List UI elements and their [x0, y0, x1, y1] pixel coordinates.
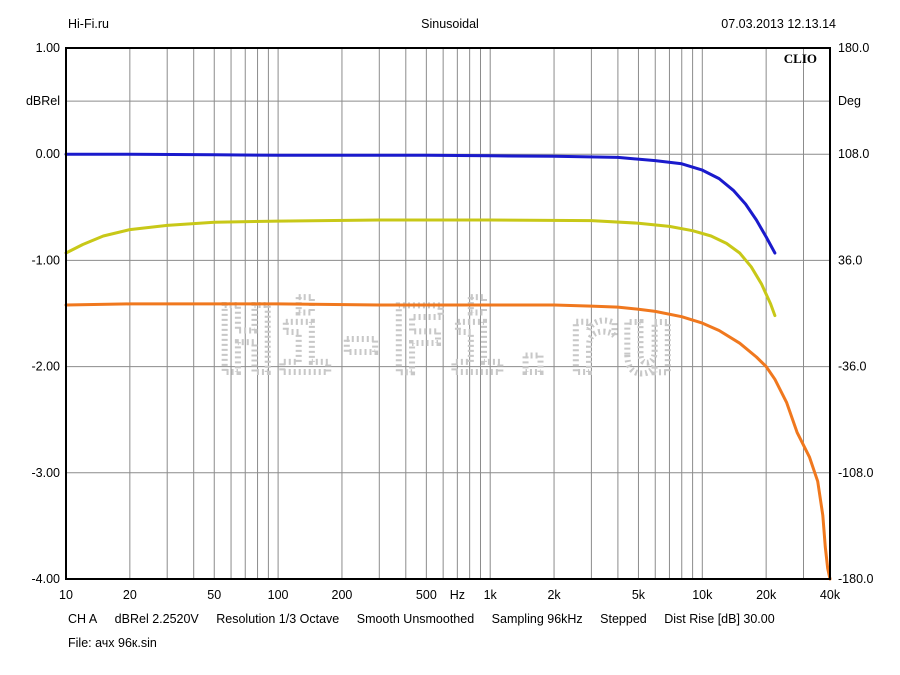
series-line-3 [64, 302, 832, 581]
y-right-tick-label: 36.0 [838, 253, 862, 267]
x-tick-label: 20 [123, 588, 137, 602]
axes: 1.00 dBRel 0.00 -1.00 -2.00 -3.00 -4.00 180.0 De… [26, 41, 874, 602]
y-right-tick-label: -36.0 [838, 360, 867, 374]
series-layer [64, 152, 832, 581]
y-right-tick-label: -108.0 [838, 466, 873, 480]
y-right-tick-label: Deg [838, 94, 861, 108]
y-left-tick-label: dBRel [26, 94, 60, 108]
x-tick-label: 500 [416, 588, 437, 602]
header-title: Sinusoidal [421, 17, 479, 31]
y-left-tick-label: -3.00 [32, 466, 61, 480]
x-tick-label: 100 [268, 588, 289, 602]
y-left-tick-label: -2.00 [32, 360, 61, 374]
x-tick-label: 20k [756, 588, 777, 602]
sampling-label: Sampling 96kHz [491, 612, 583, 626]
grid [66, 48, 830, 579]
x-tick-label: 10k [692, 588, 713, 602]
x-unit-label: Hz [450, 588, 465, 602]
header-timestamp: 07.03.2013 12.13.14 [721, 17, 836, 31]
measurement-settings: CH A dBRel 2.2520V Resolution 1/3 Octave… [68, 612, 789, 626]
x-tick-label: 10 [59, 588, 73, 602]
x-tick-label: 50 [207, 588, 221, 602]
y-left-tick-label: -1.00 [32, 253, 61, 267]
y-left-tick-label: -4.00 [32, 572, 61, 586]
x-tick-label: 200 [332, 588, 353, 602]
series-line-1 [64, 152, 777, 255]
x-tick-label: 2k [547, 588, 561, 602]
x-tick-label: 1k [484, 588, 498, 602]
series-line-2 [64, 218, 777, 318]
mode-label: Stepped [600, 612, 647, 626]
file-label: File: ачх 96к.sin [68, 636, 157, 650]
y-left-tick-label: 1.00 [36, 41, 60, 55]
scale-label: dBRel 2.2520V [114, 612, 199, 626]
y-right-tick-label: -180.0 [838, 572, 873, 586]
dist-rise-label: Dist Rise [dB] 30.00 [664, 612, 775, 626]
y-left-tick-label: 0.00 [36, 147, 60, 161]
header-left-label: Hi-Fi.ru [68, 17, 109, 31]
y-right-tick-label: 180.0 [838, 41, 869, 55]
resolution-label: Resolution 1/3 Octave [216, 612, 340, 626]
channel-label: CH A [68, 612, 98, 626]
clio-brand-label: CLIO [784, 51, 817, 66]
plot-frame [65, 47, 831, 580]
x-tick-label: 40k [820, 588, 841, 602]
y-right-tick-label: 108.0 [838, 147, 869, 161]
x-tick-label: 5k [632, 588, 646, 602]
smoothing-label: Smooth Unsmoothed [356, 612, 475, 626]
